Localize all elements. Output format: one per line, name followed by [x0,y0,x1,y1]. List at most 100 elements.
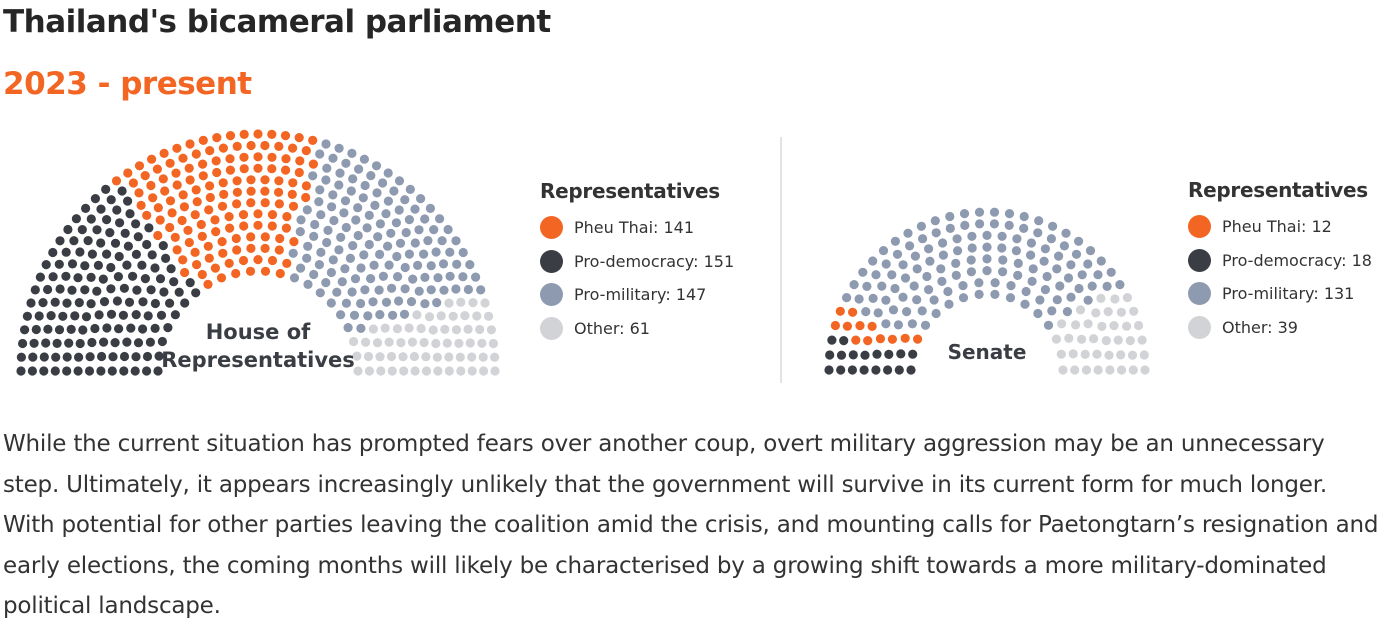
seat-pro-military [336,310,346,320]
seat-pro-democracy [114,324,124,334]
seat-pro-military [951,258,961,268]
seat-pro-democracy [93,260,103,270]
seat-pro-military [334,245,344,255]
seat-pro-democracy [99,337,109,347]
seat-pro-democracy [81,203,91,213]
seat-other [484,311,494,321]
seat-pro-military [898,292,908,302]
seat-pheu-thai [180,267,190,278]
seat-pro-democracy [43,324,53,334]
seat-pro-military [862,281,872,291]
seat-pro-democracy [140,274,150,284]
seat-pro-democracy [84,366,95,376]
seat-pro-military [387,283,397,293]
seat-pro-military [343,323,353,333]
seat-other [490,366,500,376]
seat-pro-democracy [81,312,92,322]
seat-pro-military [347,287,357,297]
seat-other [480,298,490,308]
seat-pheu-thai [288,201,299,211]
seat-other [1113,335,1123,345]
seat-pro-military [375,310,385,320]
seat-pro-military [395,238,406,248]
legend-swatch [540,249,563,273]
seat-pro-democracy [16,352,26,362]
seat-pro-democracy [145,337,155,347]
seat-pro-democracy [119,351,130,362]
seat-pro-military [966,255,976,265]
seat-pheu-thai [123,168,133,178]
seat-pro-democracy [48,272,58,282]
seat-other [421,352,431,362]
seat-pro-democracy [142,239,152,250]
seat-pro-military [383,241,393,251]
seat-pro-democracy [94,310,104,320]
seat-pro-democracy [80,261,90,271]
seat-pro-military [982,254,992,264]
seat-pro-military [1035,295,1045,305]
divider [780,137,782,383]
seat-pro-democracy [41,260,51,270]
seat-pro-military [335,168,345,178]
seat-pro-military [435,214,445,224]
seat-pro-military [433,273,443,283]
seat-pheu-thai [913,334,923,344]
seat-pheu-thai [294,167,304,178]
seat-other [1091,308,1101,318]
seat-pro-democracy [106,195,116,205]
seat-pro-military [375,249,385,259]
seat-pro-military [369,260,379,270]
seat-pro-democracy [131,352,141,362]
seat-pheu-thai [171,168,181,178]
seat-pro-military [989,207,1000,217]
seat-pro-democracy [75,247,85,257]
seat-pro-military [881,295,891,305]
seat-pheu-thai [288,143,298,153]
seat-pro-democracy [71,214,81,224]
seat-pro-military [1012,234,1022,244]
seat-pro-military [346,186,356,196]
seat-pheu-thai [301,181,311,191]
seat-pheu-thai [153,203,163,213]
seat-pro-military [849,280,859,290]
seat-pheu-thai [225,131,236,141]
seat-pro-democracy [74,352,84,362]
seat-pro-democracy [27,366,37,376]
seat-pro-military [404,249,414,259]
seat-pro-democracy [28,352,38,362]
seat-pro-military [302,253,312,263]
seat-pro-military [431,247,441,257]
seat-pro-military [1054,251,1064,261]
seat-pro-military [960,220,970,230]
seat-pro-military [1034,216,1044,226]
seat-pheu-thai [855,321,865,331]
seat-pro-military [1021,286,1031,297]
seat-pro-military [399,309,410,319]
seat-pro-military [974,289,984,299]
seat-other [1117,365,1127,375]
seat-pro-military [356,263,366,273]
seat-pro-military [323,225,333,235]
seat-pheu-thai [267,164,277,174]
seat-pheu-thai [281,154,291,164]
seat-pro-military [326,267,336,278]
seat-pheu-thai [212,133,222,143]
seat-pro-democracy [20,325,30,335]
seat-pheu-thai [239,164,249,174]
seat-pro-democracy [154,351,164,361]
seat-other [372,338,383,348]
legend-label: Pheu Thai: 141 [574,218,695,238]
seat-pro-democracy [153,366,163,376]
seat-pheu-thai [246,186,256,196]
seat-pro-democracy [35,272,46,282]
seat-pro-military [938,250,949,260]
seat-pheu-thai [172,143,182,153]
seat-pro-democracy [58,311,68,321]
seat-pro-military [378,178,388,188]
seat-pheu-thai [170,232,180,242]
seat-pheu-thai [140,171,150,181]
seat-pro-military [358,193,368,203]
seat-pro-democracy [18,338,28,349]
seat-pheu-thai [863,336,873,346]
seat-pheu-thai [274,187,284,197]
